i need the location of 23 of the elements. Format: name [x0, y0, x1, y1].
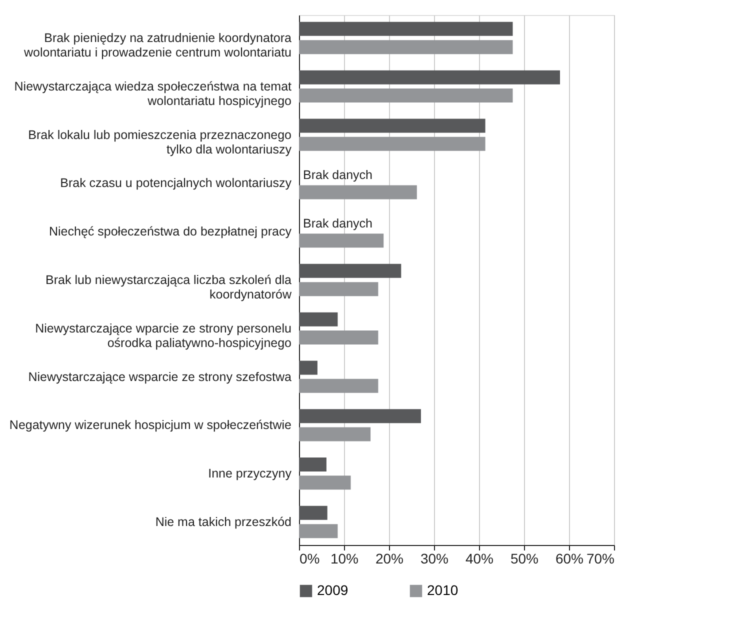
x-tick-label: 20%: [375, 550, 404, 566]
x-tick-label: 60%: [555, 550, 584, 566]
y-tick-label: Brak lokalu lub pomieszczenia przeznaczonego tylko dla wolontariuszy: [28, 128, 292, 156]
y-tick-label: Niewystarczająca wiedza społeczeństwa na temat wolontariatu hospicyjnego: [14, 79, 292, 108]
y-tick-label: Brak czasu u potencjalnych wolontariuszy: [60, 176, 292, 190]
x-tick-label: 0%: [300, 550, 320, 566]
x-tick-label: 10%: [330, 550, 359, 566]
annotation: Brak danych: [303, 216, 373, 231]
y-tick-label: Nie ma takich przeszkód: [155, 515, 292, 530]
x-tick-label: 70%: [586, 550, 614, 566]
legend-label: 2010: [427, 582, 458, 598]
x-tick-label: 50%: [510, 550, 539, 566]
y-tick-label: Niewystarczające wsparcie ze strony szefostwa: [28, 370, 292, 384]
y-tick-label: Negatywny wizerunek hospicjum w społeczeństwie: [9, 418, 292, 432]
y-tick-label: Inne przyczyny: [208, 466, 292, 481]
legend-label: 2009: [317, 582, 348, 598]
y-tick-label: Brak lub niewystarczająca liczba szkoleń dla koordynatorów: [46, 273, 292, 302]
y-tick-label: Niewystarczające wparcie ze strony personelu ośrodka paliatywno-hospicyjnego: [35, 321, 292, 350]
y-tick-label: Niechęć społeczeństwa do bezpłatnej pracy: [49, 224, 292, 239]
annotation: Brak danych: [303, 168, 373, 182]
y-tick-label: Brak pieniędzy na zatrudnienie koordynatora wolontariatu i prowadzenie centrum wolontariatu: [22, 30, 292, 60]
x-tick-label: 30%: [420, 550, 449, 566]
x-tick-label: 40%: [465, 550, 494, 566]
